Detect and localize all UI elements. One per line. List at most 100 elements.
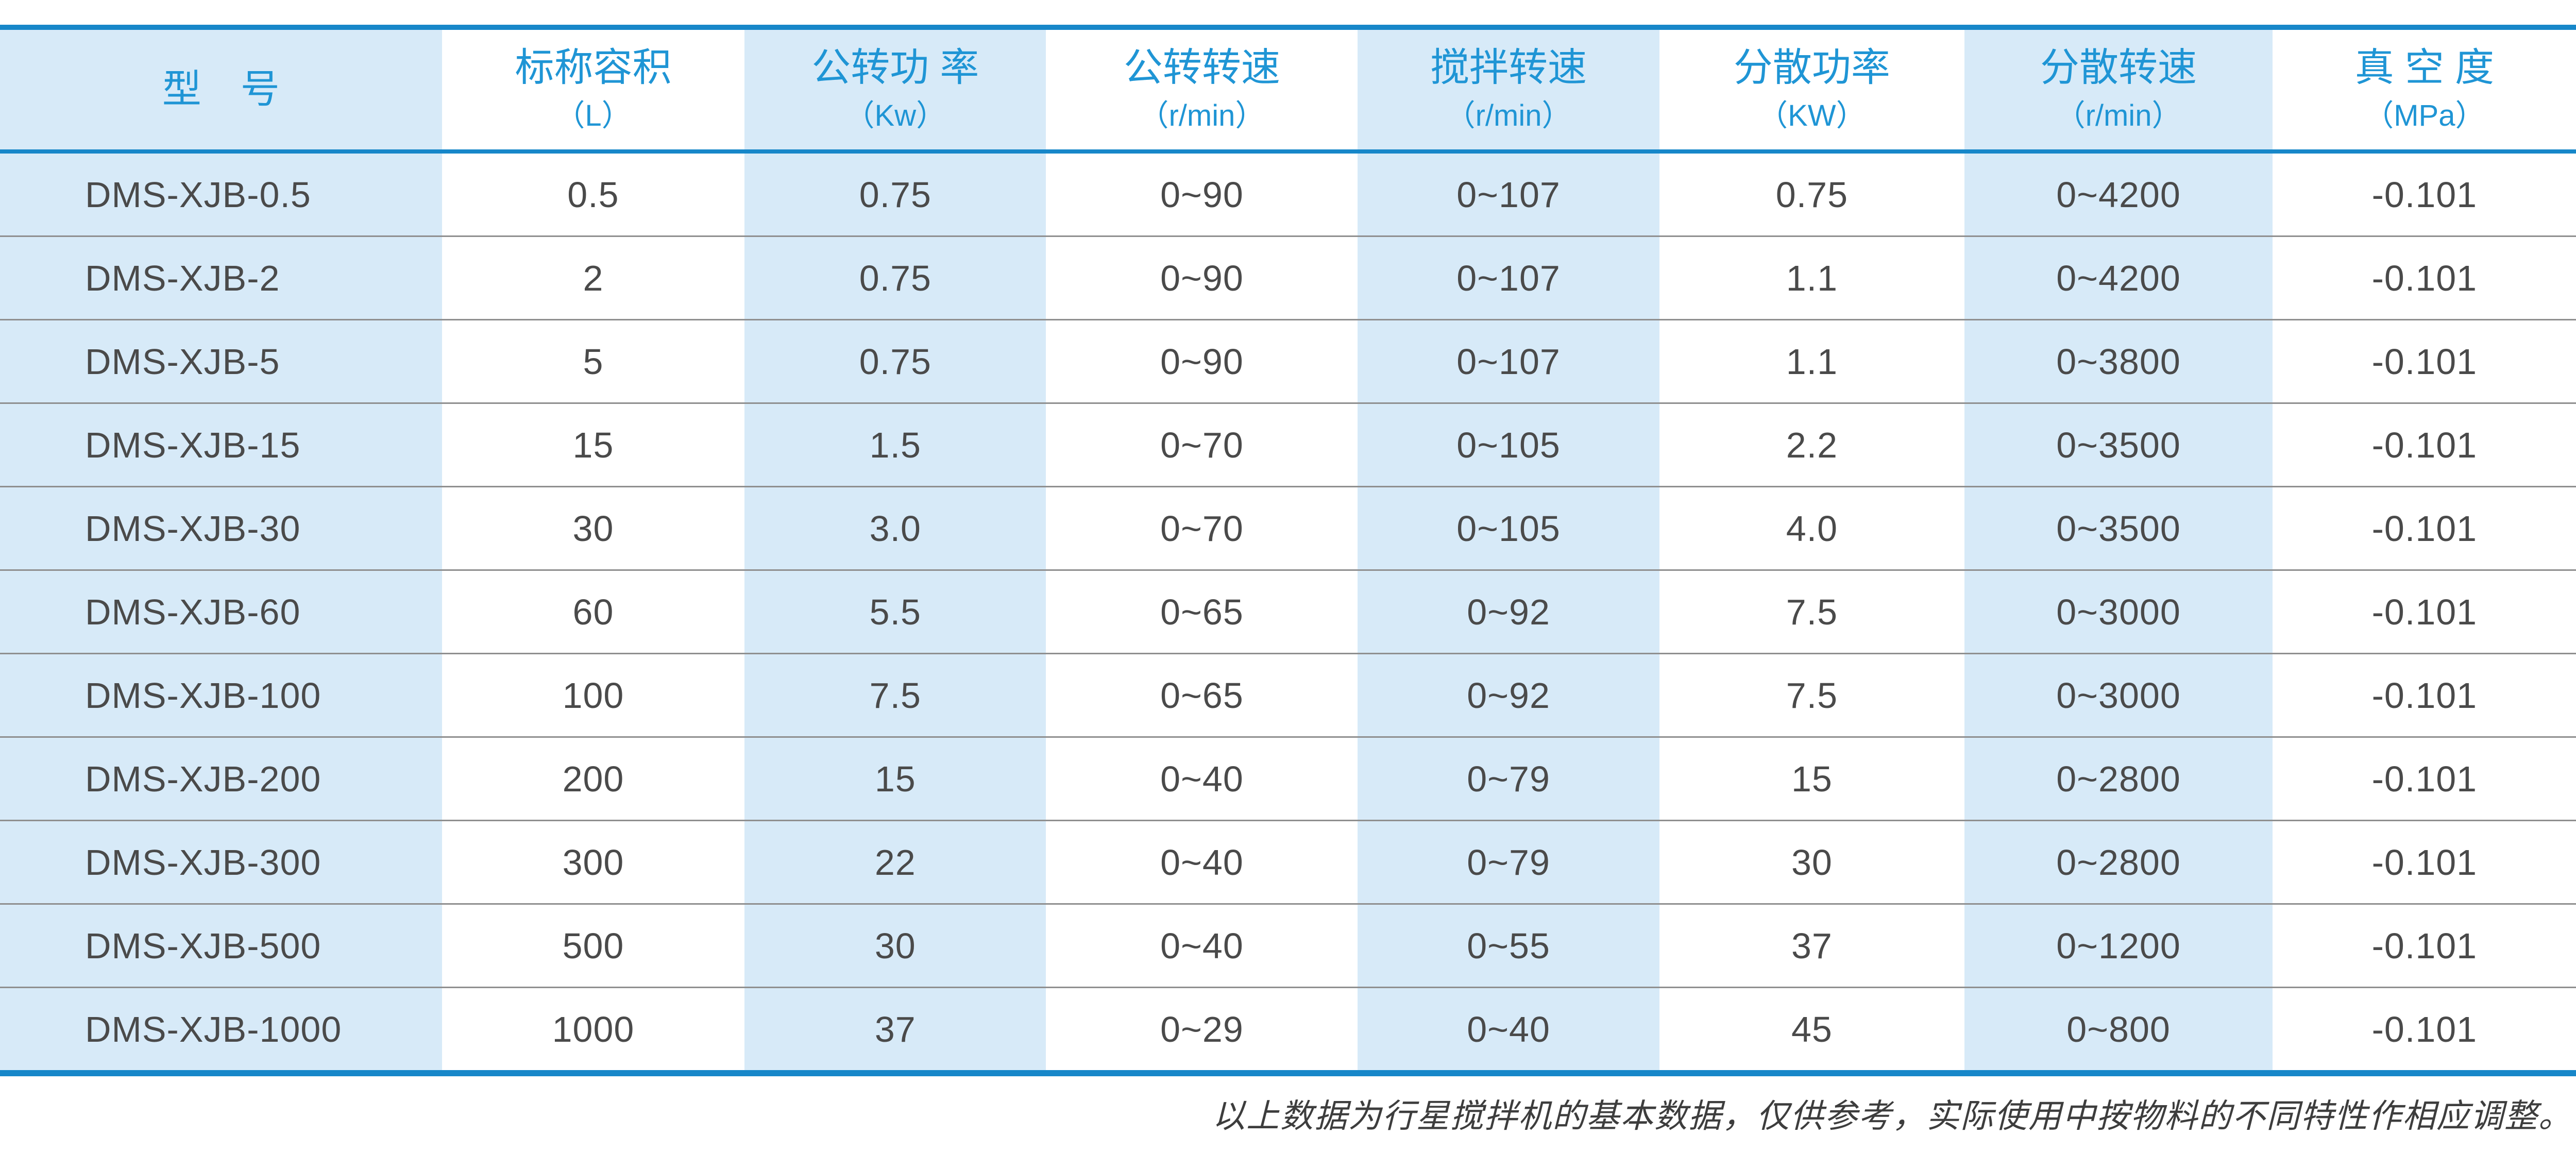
value-cell: 1.1 (1786, 258, 1838, 298)
value-cell: 4.0 (1786, 508, 1838, 549)
value-cell: 0~90 (1160, 174, 1244, 215)
value-cell: 30 (572, 508, 614, 549)
value-cell: 500 (562, 925, 624, 966)
header-unit: （r/min） (1445, 99, 1572, 132)
table-row: DMS-XJB-15 15 1.5 0~70 0~105 2.2 0~3500 -0.101 (0, 404, 2576, 487)
value-cell: 37 (744, 988, 1046, 1070)
value-cell: 5 (583, 341, 604, 382)
header-cell: 真 空 度 （MPa） (2273, 30, 2576, 149)
header-cell: 标称容积 （L） (442, 30, 745, 149)
value-cell: 1.5 (744, 404, 1046, 486)
table-row: DMS-XJB-500 500 30 0~40 0~55 37 0~1200 -0.101 (0, 905, 2576, 988)
value-cell: 15 (572, 425, 614, 465)
value-cell: 22 (744, 821, 1046, 903)
value-cell: -0.101 (2371, 174, 2478, 215)
table-row: DMS-XJB-100 100 7.5 0~65 0~92 7.5 0~3000 -0.101 (0, 654, 2576, 738)
value-cell: 0~90 (1160, 341, 1244, 382)
value-cell: 0~90 (1160, 258, 1244, 298)
value-cell: 0~65 (1160, 591, 1244, 632)
model-cell: DMS-XJB-2 (0, 237, 442, 319)
header-label: 标称容积 (515, 46, 672, 90)
table-body: DMS-XJB-0.5 0.5 0.75 0~90 0~107 0.75 0~4200 -0.… (0, 154, 2576, 1070)
header-label: 公转功 率 (811, 46, 979, 90)
header-cell: 分散转速 （r/min） (1964, 30, 2273, 149)
header-unit: （r/min） (1139, 99, 1265, 132)
value-cell: 0~65 (1160, 675, 1244, 716)
value-cell: 0~79 (1358, 821, 1659, 903)
value-cell: 15 (744, 738, 1046, 820)
value-cell: 0~3000 (1964, 654, 2273, 736)
value-cell: 2 (583, 258, 604, 298)
model-cell: DMS-XJB-1000 (0, 988, 442, 1070)
header-label: 分散转速 (2040, 46, 2197, 90)
model-cell: DMS-XJB-300 (0, 821, 442, 903)
table-row: DMS-XJB-0.5 0.5 0.75 0~90 0~107 0.75 0~4200 -0.… (0, 154, 2576, 237)
value-cell: 0~4200 (1964, 154, 2273, 235)
top-margin (0, 0, 2576, 25)
table-row: DMS-XJB-300 300 22 0~40 0~79 30 0~2800 -0.101 (0, 821, 2576, 905)
value-cell: 7.5 (744, 654, 1046, 736)
value-cell: 0.5 (567, 174, 619, 215)
value-cell: -0.101 (2371, 675, 2478, 716)
value-cell: 0~92 (1358, 571, 1659, 653)
table-row: DMS-XJB-30 30 3.0 0~70 0~105 4.0 0~3500 -0.101 (0, 487, 2576, 571)
header-cell: 型 号 (0, 30, 442, 149)
value-cell: 1000 (552, 1009, 635, 1049)
value-cell: 0~1200 (1964, 905, 2273, 987)
value-cell: 200 (562, 758, 624, 799)
model-cell: DMS-XJB-200 (0, 738, 442, 820)
value-cell: 30 (744, 905, 1046, 987)
value-cell: 30 (1791, 842, 1833, 883)
value-cell: -0.101 (2371, 925, 2478, 966)
table-bottom-border (0, 1070, 2576, 1076)
table-top-border (0, 25, 2576, 30)
value-cell: 0.75 (1775, 174, 1849, 215)
header-unit: （KW） (1758, 99, 1866, 132)
value-cell: 0~40 (1160, 842, 1244, 883)
value-cell: 7.5 (1786, 591, 1838, 632)
value-cell: 0~2800 (1964, 738, 2273, 820)
value-cell: -0.101 (2371, 758, 2478, 799)
value-cell: 5.5 (744, 571, 1046, 653)
header-cell: 分散功率 （KW） (1659, 30, 1965, 149)
value-cell: 0~3800 (1964, 320, 2273, 402)
value-cell: 3.0 (744, 487, 1046, 569)
header-unit: （Kw） (844, 99, 946, 132)
value-cell: 0.75 (744, 237, 1046, 319)
value-cell: 1.1 (1786, 341, 1838, 382)
value-cell: 0~70 (1160, 425, 1244, 465)
table-header-row: 型 号 标称容积 （L） 公转功 率 （Kw） 公转转速 （r/min） 搅拌转速 （r/min… (0, 30, 2576, 149)
header-body-divider (0, 149, 2576, 154)
model-cell: DMS-XJB-0.5 (0, 154, 442, 235)
value-cell: 0~55 (1358, 905, 1659, 987)
header-cell: 公转功 率 （Kw） (744, 30, 1046, 149)
table-row: DMS-XJB-5 5 0.75 0~90 0~107 1.1 0~3800 -0.101 (0, 320, 2576, 404)
table-row: DMS-XJB-2 2 0.75 0~90 0~107 1.1 0~4200 -0.101 (0, 237, 2576, 320)
value-cell: 60 (572, 591, 614, 632)
value-cell: 0~3500 (1964, 487, 2273, 569)
value-cell: -0.101 (2371, 341, 2478, 382)
value-cell: 0.75 (744, 320, 1046, 402)
value-cell: 0~107 (1358, 237, 1659, 319)
value-cell: 0~40 (1358, 988, 1659, 1070)
value-cell: 0~800 (1964, 988, 2273, 1070)
value-cell: 0~2800 (1964, 821, 2273, 903)
value-cell: 0~70 (1160, 508, 1244, 549)
header-cell: 公转转速 （r/min） (1046, 30, 1358, 149)
value-cell: 0~107 (1358, 320, 1659, 402)
value-cell: -0.101 (2371, 425, 2478, 465)
value-cell: -0.101 (2371, 842, 2478, 883)
value-cell: 37 (1791, 925, 1833, 966)
value-cell: -0.101 (2371, 258, 2478, 298)
value-cell: 0~29 (1160, 1009, 1244, 1049)
header-unit: （L） (555, 99, 632, 132)
header-label: 型 号 (162, 67, 280, 111)
footer-note: 以上数据为行星搅拌机的基本数据，仅供参考，实际使用中按物料的不同特性作相应调整。 (1212, 1097, 2572, 1136)
header-cell: 搅拌转速 （r/min） (1358, 30, 1659, 149)
value-cell: 0~105 (1358, 487, 1659, 569)
model-cell: DMS-XJB-60 (0, 571, 442, 653)
value-cell: -0.101 (2371, 1009, 2478, 1049)
value-cell: -0.101 (2371, 508, 2478, 549)
header-label: 搅拌转速 (1430, 46, 1587, 90)
